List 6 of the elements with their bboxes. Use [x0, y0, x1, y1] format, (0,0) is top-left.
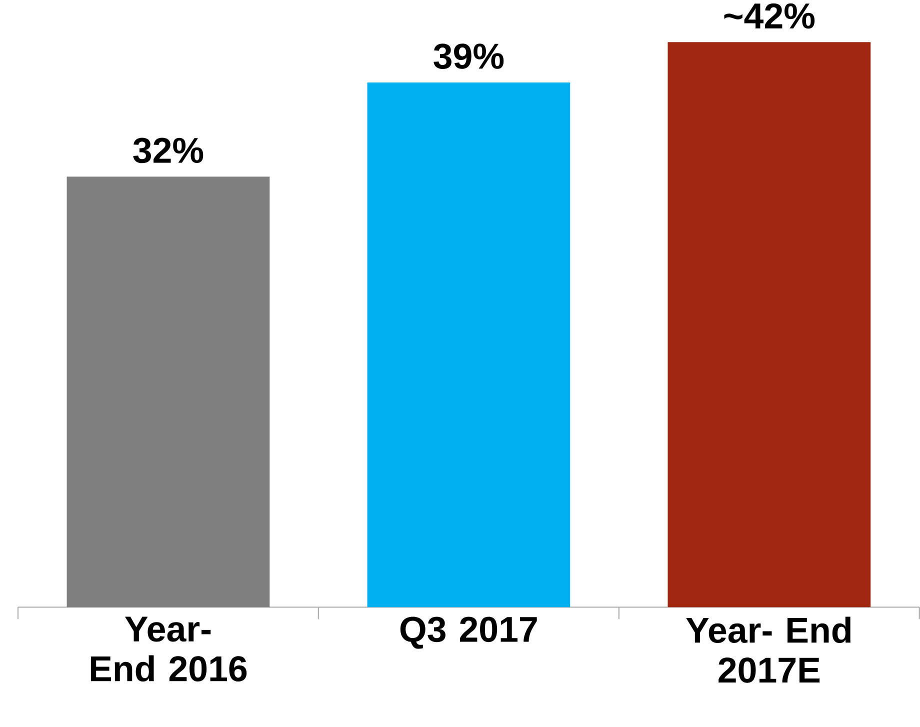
x-tick-label: Year- End 2017E [686, 616, 850, 683]
x-tick-label: Q3 2017 [400, 616, 537, 649]
data-label: ~42% [724, 3, 815, 29]
x-tick-label: Year- End 2016 [90, 616, 247, 682]
data-label: 39% [434, 44, 504, 69]
data-label: 32% [133, 138, 204, 164]
